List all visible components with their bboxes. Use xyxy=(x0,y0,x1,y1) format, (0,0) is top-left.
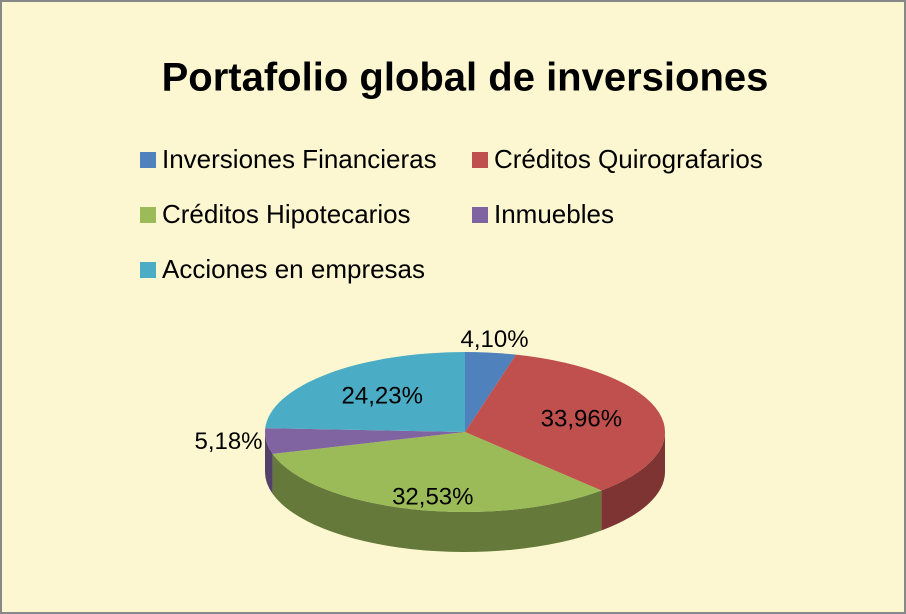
legend-swatch xyxy=(472,207,488,223)
data-label: 5,18% xyxy=(194,428,262,455)
slice xyxy=(465,352,516,432)
slice-side xyxy=(265,432,273,494)
chart-title: Portafolio global de inversiones xyxy=(162,56,769,100)
legend-label: Acciones en empresas xyxy=(162,254,425,284)
legend-swatch xyxy=(140,262,156,278)
legend-label: Créditos Quirografarios xyxy=(494,144,763,174)
slice-side xyxy=(601,432,665,531)
slice xyxy=(265,428,465,454)
legend-swatch xyxy=(140,152,156,168)
slice xyxy=(465,354,665,491)
data-label: 4,10% xyxy=(461,326,529,353)
data-label: 32,53% xyxy=(392,484,473,511)
legend-label: Inversiones Financieras xyxy=(162,144,437,174)
slice-side xyxy=(272,453,602,553)
legend-swatch xyxy=(472,152,488,168)
data-label: 24,23% xyxy=(342,383,423,410)
slice xyxy=(265,352,465,432)
slice xyxy=(272,432,602,512)
legend-swatch xyxy=(140,207,156,223)
legend-label: Inmuebles xyxy=(494,199,614,229)
data-label: 33,96% xyxy=(541,406,622,433)
legend-label: Créditos Hipotecarios xyxy=(162,199,411,229)
